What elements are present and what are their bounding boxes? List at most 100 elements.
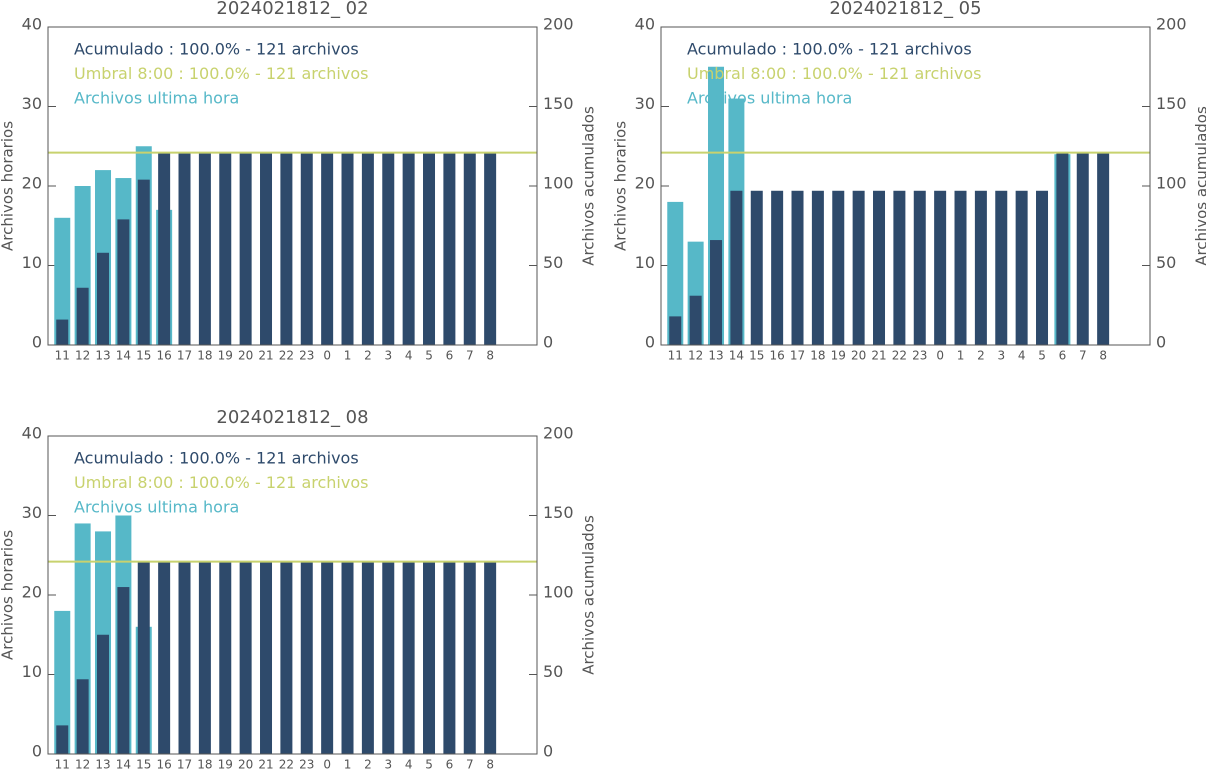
bar bbox=[463, 152, 476, 345]
bar bbox=[689, 295, 702, 345]
x-tick-label: 13 bbox=[95, 349, 110, 363]
y2-axis-label: Archivos acumulados bbox=[1193, 106, 1206, 266]
bar bbox=[811, 190, 824, 345]
bar bbox=[219, 152, 232, 345]
y-tick-label: 20 bbox=[22, 583, 42, 602]
x-tick-label: 17 bbox=[790, 349, 805, 363]
x-tick-label: 6 bbox=[446, 758, 454, 771]
bar bbox=[423, 561, 436, 754]
x-tick-label: 23 bbox=[299, 349, 314, 363]
bar bbox=[280, 152, 293, 345]
bar bbox=[852, 190, 865, 345]
x-tick-label: 12 bbox=[75, 758, 90, 771]
y-tick-label: 40 bbox=[22, 424, 42, 443]
bar bbox=[280, 561, 293, 754]
y2-tick-label: 200 bbox=[543, 424, 574, 443]
bar bbox=[198, 561, 211, 754]
bar bbox=[158, 561, 171, 754]
bar bbox=[669, 316, 682, 345]
bar bbox=[137, 561, 150, 754]
legend-entry: Archivos ultima hora bbox=[74, 498, 239, 517]
x-tick-label: 8 bbox=[486, 758, 494, 771]
bar bbox=[300, 152, 313, 345]
x-tick-label: 20 bbox=[238, 758, 253, 771]
bar bbox=[260, 561, 273, 754]
x-tick-label: 7 bbox=[1079, 349, 1087, 363]
x-tick-label: 23 bbox=[912, 349, 927, 363]
x-tick-label: 6 bbox=[1059, 349, 1067, 363]
y-axis-label: Archivos horarios bbox=[612, 121, 630, 251]
y2-tick-label: 50 bbox=[543, 253, 563, 272]
bar bbox=[484, 152, 497, 345]
y-tick-label: 10 bbox=[635, 253, 655, 272]
x-tick-label: 3 bbox=[384, 758, 392, 771]
bar bbox=[178, 561, 191, 754]
x-tick-label: 19 bbox=[831, 349, 846, 363]
bar bbox=[97, 634, 110, 754]
x-tick-label: 22 bbox=[279, 758, 294, 771]
legend-entry: Umbral 8:00 : 100.0% - 121 archivos bbox=[687, 64, 981, 83]
bar bbox=[56, 725, 69, 754]
plot-frame bbox=[660, 26, 1151, 346]
x-tick-label: 1 bbox=[344, 758, 352, 771]
x-tick-label: 5 bbox=[1038, 349, 1046, 363]
y2-tick-label: 200 bbox=[1156, 15, 1187, 34]
x-tick-label: 21 bbox=[258, 758, 273, 771]
x-tick-label: 3 bbox=[384, 349, 392, 363]
x-tick-label: 22 bbox=[892, 349, 907, 363]
bar bbox=[443, 561, 456, 754]
x-tick-label: 12 bbox=[688, 349, 703, 363]
bar bbox=[54, 610, 71, 754]
bar bbox=[56, 319, 69, 345]
x-tick-label: 6 bbox=[446, 349, 454, 363]
bar bbox=[771, 190, 784, 345]
x-tick-label: 15 bbox=[136, 349, 151, 363]
x-tick-label: 2 bbox=[977, 349, 985, 363]
y-tick-label: 10 bbox=[22, 253, 42, 272]
x-tick-label: 19 bbox=[218, 758, 233, 771]
x-tick-label: 3 bbox=[997, 349, 1005, 363]
bar bbox=[76, 679, 89, 754]
bar bbox=[321, 152, 334, 345]
bar bbox=[873, 190, 886, 345]
x-tick-label: 4 bbox=[1018, 349, 1026, 363]
y2-tick-label: 0 bbox=[543, 742, 553, 761]
y2-tick-label: 50 bbox=[1156, 253, 1176, 272]
x-tick-label: 18 bbox=[197, 758, 212, 771]
x-tick-label: 18 bbox=[810, 349, 825, 363]
y2-tick-label: 100 bbox=[543, 174, 574, 193]
y2-tick-label: 100 bbox=[543, 583, 574, 602]
x-tick-label: 11 bbox=[668, 349, 683, 363]
x-tick-label: 2 bbox=[364, 758, 372, 771]
bar bbox=[76, 287, 89, 345]
y-axis-label: Archivos horarios bbox=[0, 530, 17, 660]
y-tick-label: 0 bbox=[32, 742, 42, 761]
chart-title: 2024021812_ 08 bbox=[216, 407, 368, 428]
plot-frame bbox=[47, 435, 538, 755]
x-tick-label: 16 bbox=[769, 349, 784, 363]
x-tick-label: 18 bbox=[197, 349, 212, 363]
bar bbox=[913, 190, 926, 345]
x-tick-label: 5 bbox=[425, 758, 433, 771]
y2-tick-label: 0 bbox=[1156, 333, 1166, 352]
bar bbox=[260, 152, 273, 345]
legend-entry: Acumulado : 100.0% - 121 archivos bbox=[74, 40, 359, 59]
x-tick-label: 0 bbox=[936, 349, 944, 363]
legend-entry: Acumulado : 100.0% - 121 archivos bbox=[687, 40, 972, 59]
x-tick-label: 4 bbox=[405, 349, 413, 363]
legend-entry: Umbral 8:00 : 100.0% - 121 archivos bbox=[74, 64, 368, 83]
bar bbox=[54, 217, 71, 345]
x-tick-label: 0 bbox=[323, 349, 331, 363]
y-tick-label: 0 bbox=[32, 333, 42, 352]
y-tick-label: 10 bbox=[22, 662, 42, 681]
x-tick-label: 7 bbox=[466, 349, 474, 363]
x-tick-label: 20 bbox=[238, 349, 253, 363]
y2-tick-label: 100 bbox=[1156, 174, 1187, 193]
x-tick-label: 2 bbox=[364, 349, 372, 363]
x-tick-label: 17 bbox=[177, 758, 192, 771]
x-tick-label: 15 bbox=[136, 758, 151, 771]
x-tick-label: 8 bbox=[1099, 349, 1107, 363]
y2-tick-label: 50 bbox=[543, 662, 563, 681]
bar bbox=[1015, 190, 1028, 345]
bar bbox=[893, 190, 906, 345]
